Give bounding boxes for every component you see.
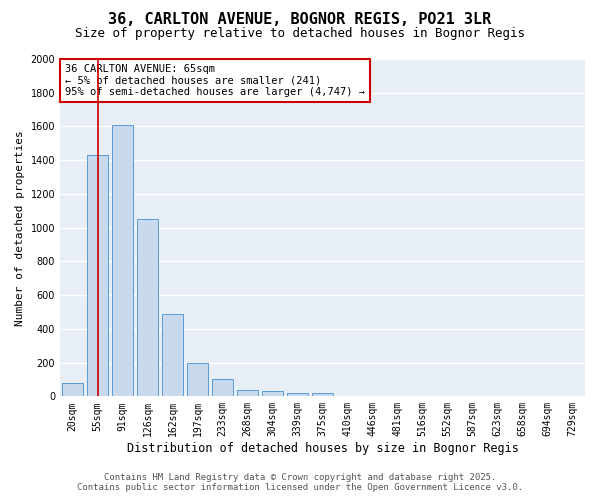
Bar (312, 393, 333, 396)
Bar (187, 362, 208, 396)
Bar (212, 378, 233, 396)
Text: 36, CARLTON AVENUE, BOGNOR REGIS, PO21 3LR: 36, CARLTON AVENUE, BOGNOR REGIS, PO21 3… (109, 12, 491, 28)
Bar (112, 125, 133, 396)
Bar (262, 392, 283, 396)
Bar (87, 155, 108, 396)
Y-axis label: Number of detached properties: Number of detached properties (15, 130, 25, 326)
Text: Size of property relative to detached houses in Bognor Regis: Size of property relative to detached ho… (75, 28, 525, 40)
Bar (62, 383, 83, 396)
Bar (287, 393, 308, 396)
Bar (237, 390, 258, 396)
X-axis label: Distribution of detached houses by size in Bognor Regis: Distribution of detached houses by size … (127, 442, 518, 455)
Text: 36 CARLTON AVENUE: 65sqm
← 5% of detached houses are smaller (241)
95% of semi-d: 36 CARLTON AVENUE: 65sqm ← 5% of detache… (65, 64, 365, 98)
Bar (137, 219, 158, 396)
Text: Contains HM Land Registry data © Crown copyright and database right 2025.
Contai: Contains HM Land Registry data © Crown c… (77, 473, 523, 492)
Bar (162, 314, 183, 396)
